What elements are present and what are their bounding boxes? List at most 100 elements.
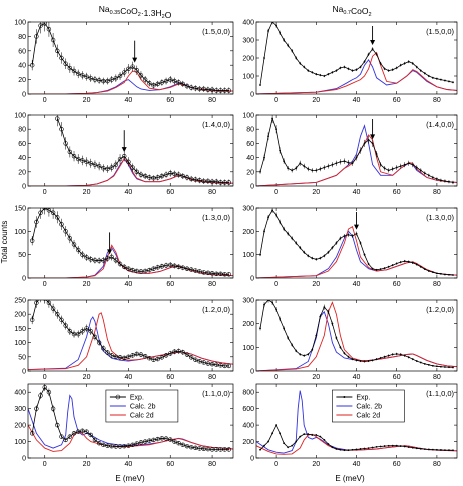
data-point	[307, 168, 310, 170]
data-point	[67, 329, 73, 334]
data-point	[151, 437, 156, 443]
data-point	[315, 73, 318, 76]
plot-frame	[27, 383, 234, 459]
data-point	[363, 253, 366, 256]
data-point	[343, 235, 346, 237]
panel-label: (1.4,0,0)	[202, 120, 230, 129]
data-point	[151, 357, 156, 362]
data-point	[151, 83, 156, 88]
data-point	[415, 263, 418, 266]
data-point	[423, 448, 426, 451]
data-point	[267, 216, 269, 219]
data-point	[205, 87, 211, 92]
data-point	[105, 166, 110, 172]
peak-arrow-head	[121, 147, 127, 153]
data-point	[383, 267, 386, 270]
data-point	[387, 69, 390, 72]
data-point	[403, 260, 406, 263]
data-point	[375, 358, 378, 361]
data-point	[327, 165, 330, 168]
x-tick-label: 20	[83, 461, 91, 468]
data-point	[205, 361, 211, 366]
x-tick-label: 0	[274, 461, 278, 468]
data-point	[371, 359, 374, 362]
data-point	[379, 163, 382, 166]
y-tick-label: 100	[242, 113, 254, 120]
data-point	[295, 57, 298, 59]
data-point	[291, 344, 294, 346]
data-point	[271, 209, 273, 212]
data-point	[395, 67, 398, 69]
data-point	[134, 268, 139, 274]
data-point	[130, 64, 135, 69]
data-point	[117, 355, 123, 360]
data-point	[399, 445, 402, 447]
data-point	[151, 175, 156, 181]
data-point	[188, 355, 194, 360]
data-point	[184, 266, 190, 271]
y-tick-label: 40	[246, 155, 254, 162]
peak-arrow-head	[370, 40, 376, 45]
data-point	[263, 230, 265, 233]
data-point	[363, 60, 366, 63]
data-point	[343, 352, 346, 355]
data-point	[184, 175, 190, 180]
y-tick-label: 250	[14, 298, 26, 305]
data-point	[259, 170, 261, 173]
data-point	[188, 267, 194, 272]
y-tick-label: 100	[242, 345, 254, 352]
data-point	[113, 354, 119, 359]
data-point	[168, 262, 173, 268]
data-point	[105, 350, 110, 355]
data-point	[303, 66, 306, 68]
data-point	[323, 75, 326, 77]
data-point	[311, 71, 314, 74]
data-point	[50, 306, 56, 311]
plot-frame	[27, 299, 234, 372]
data-point	[180, 442, 185, 448]
data-point	[307, 353, 310, 356]
data-point	[287, 336, 290, 339]
x-tick-label: 0	[43, 461, 47, 468]
y-tick-label: 20	[18, 77, 26, 84]
series-line-calc2d	[28, 244, 233, 278]
data-point	[351, 235, 354, 237]
data-point	[201, 360, 206, 365]
data-point	[209, 361, 215, 367]
x-axis-label-left: E (meV)	[115, 474, 145, 483]
data-point	[109, 443, 114, 449]
legend-label-calc2b: Calc. 2b	[356, 404, 382, 411]
data-point	[403, 354, 406, 357]
y-tick-label: 150	[14, 206, 26, 213]
y-tick-label: 800	[242, 390, 254, 397]
series-line-exp	[259, 424, 454, 451]
data-point	[197, 359, 202, 364]
data-point	[109, 353, 114, 358]
x-tick-label: 60	[393, 461, 401, 468]
data-point	[88, 75, 93, 81]
data-point	[263, 303, 265, 306]
data-point	[335, 336, 338, 339]
data-point	[163, 263, 169, 268]
x-tick-label: 0	[274, 189, 278, 196]
legend-label-calc2d: Calc 2d	[130, 413, 154, 420]
data-point	[176, 264, 181, 269]
data-point	[184, 443, 190, 449]
data-point	[351, 162, 354, 165]
data-point	[383, 167, 386, 170]
data-point	[263, 156, 265, 159]
data-point	[134, 351, 139, 357]
data-point	[126, 443, 131, 448]
data-point	[96, 340, 102, 345]
x-tick-label: 60	[393, 189, 401, 196]
y-tick-label: 300	[242, 38, 254, 45]
y-tick-label: 0	[22, 369, 26, 376]
data-point	[138, 269, 144, 274]
data-point	[436, 272, 438, 275]
data-point	[105, 78, 110, 84]
data-point	[109, 165, 114, 170]
data-point	[214, 271, 219, 276]
panel-left-1: 0 20 40 60 80 100 0 20 40 60 80 (1.5,0,0)	[14, 20, 234, 104]
data-point	[63, 141, 68, 146]
data-point	[327, 73, 330, 76]
